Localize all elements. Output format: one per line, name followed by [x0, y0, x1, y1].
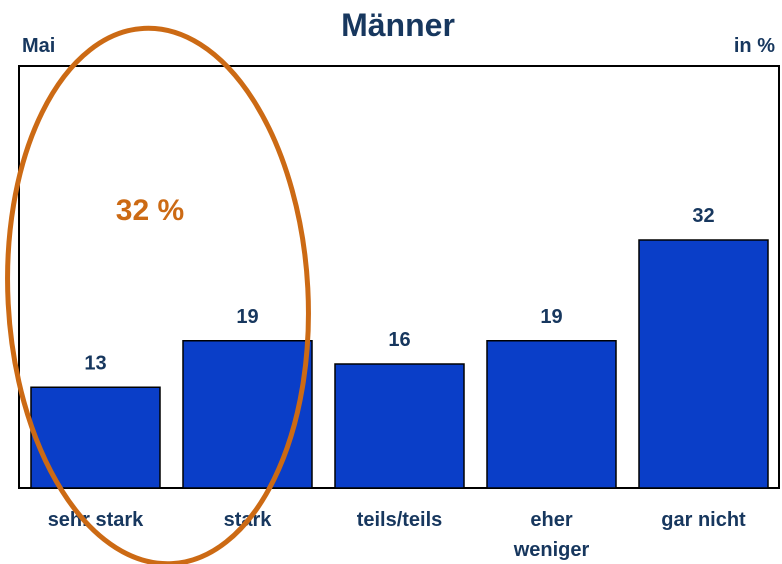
- x-tick-label: eher weniger: [513, 509, 590, 561]
- bar: [486, 340, 617, 489]
- bar: [638, 239, 769, 489]
- subtitle: Mai: [22, 35, 55, 57]
- chart-title: Männer: [341, 7, 455, 43]
- value-label: 19: [236, 306, 258, 328]
- bar: [182, 340, 313, 489]
- x-tick-label: sehr stark: [48, 509, 144, 531]
- x-tick-label: gar nicht: [661, 509, 746, 531]
- bar: [334, 363, 465, 489]
- value-label: 19: [540, 306, 562, 328]
- value-label: 16: [388, 329, 410, 351]
- unit-label: in %: [734, 35, 775, 57]
- x-tick-label: teils/teils: [357, 509, 443, 531]
- value-label: 32: [692, 205, 714, 227]
- annotation: 32 %: [116, 194, 184, 227]
- value-label: 13: [84, 352, 106, 374]
